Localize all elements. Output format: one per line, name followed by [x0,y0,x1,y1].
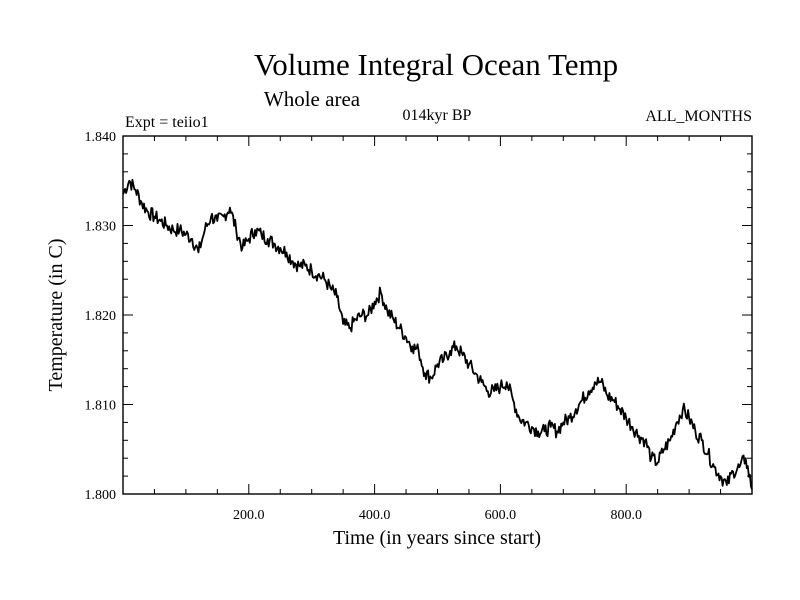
plot-frame [122,135,753,495]
y-axis-label: Temperature (in C) [45,239,67,392]
x-tick-label: 800.0 [610,508,642,523]
months-label: ALL_MONTHS [645,108,752,125]
period-label: 014kyr BP [403,107,472,124]
chart-subtitle: Whole area [264,87,361,111]
x-tick-label: 600.0 [485,508,517,523]
axis-ticks [123,136,752,494]
y-tick-label: 1.820 [85,309,117,324]
temperature-series-line [122,178,753,490]
x-tick-label: 200.0 [233,508,265,523]
y-tick-label: 1.810 [85,399,117,414]
y-tick-label: 1.800 [85,488,117,503]
x-tick-label: 400.0 [359,508,391,523]
chart-title: Volume Integral Ocean Temp [254,47,618,82]
y-tick-label: 1.830 [85,220,117,235]
x-axis-label: Time (in years since start) [333,527,541,549]
y-tick-label: 1.840 [85,130,117,145]
x-tick-labels: 200.0 400.0 600.0 800.0 [233,508,642,523]
experiment-label: Expt = teiio1 [125,114,209,131]
y-tick-labels: 1.800 1.810 1.820 1.830 1.840 [85,130,117,503]
